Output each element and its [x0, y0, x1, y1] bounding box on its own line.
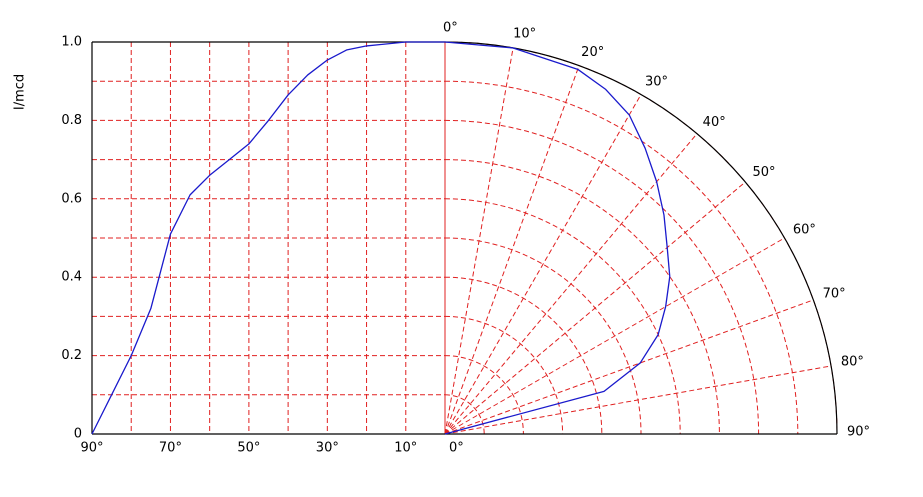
x-tick-label: 0° — [449, 441, 464, 456]
angle-tick-label: 10° — [513, 27, 536, 42]
y-tick-label: 0 — [74, 427, 82, 442]
x-tick-label: 30° — [316, 441, 339, 456]
x-tick-label: 90° — [80, 441, 103, 456]
polar-grid-arc — [444, 276, 603, 435]
angle-tick-label: 30° — [645, 75, 668, 90]
y-tick-label: 0.4 — [61, 270, 82, 285]
angle-tick-label: 0° — [443, 21, 458, 36]
polar-outer-arc — [444, 41, 838, 435]
angle-tick-label: 80° — [841, 354, 864, 369]
x-tick-label: 10° — [394, 441, 417, 456]
angle-tick-label: 90° — [847, 425, 870, 440]
polar-grid-ray — [444, 365, 832, 435]
polar-grid-arc — [444, 315, 564, 435]
y-tick-label: 0.8 — [61, 113, 82, 128]
polar-grid-ray — [444, 94, 642, 435]
y-tick-label: 0.2 — [61, 348, 82, 363]
polar-grid-ray — [444, 133, 698, 435]
y-tick-label: 0.6 — [61, 191, 82, 206]
polar-grid-arc — [444, 198, 681, 435]
intensity-curve — [444, 41, 671, 435]
polar-grid-arc — [444, 237, 642, 435]
angle-tick-label: 50° — [752, 165, 775, 180]
angle-tick-label: 20° — [581, 45, 604, 60]
angle-tick-label: 70° — [823, 286, 846, 301]
polar-grid-arc — [444, 119, 760, 435]
y-axis-label: I/mcd — [13, 74, 28, 110]
polar-grid-ray — [444, 237, 785, 435]
polar-grid-ray — [444, 65, 580, 435]
angle-tick-label: 60° — [793, 223, 816, 238]
polar-grid-arc — [444, 80, 799, 435]
intensity-curve — [91, 41, 445, 435]
x-tick-label: 50° — [237, 441, 260, 456]
angle-tick-label: 40° — [703, 115, 726, 130]
polar-grid-arc — [444, 355, 524, 435]
polar-grid-ray — [444, 47, 514, 435]
x-tick-label: 70° — [159, 441, 182, 456]
polar-grid-ray — [444, 299, 814, 435]
y-tick-label: 1.0 — [61, 35, 82, 50]
polar-grid-ray — [444, 181, 746, 435]
